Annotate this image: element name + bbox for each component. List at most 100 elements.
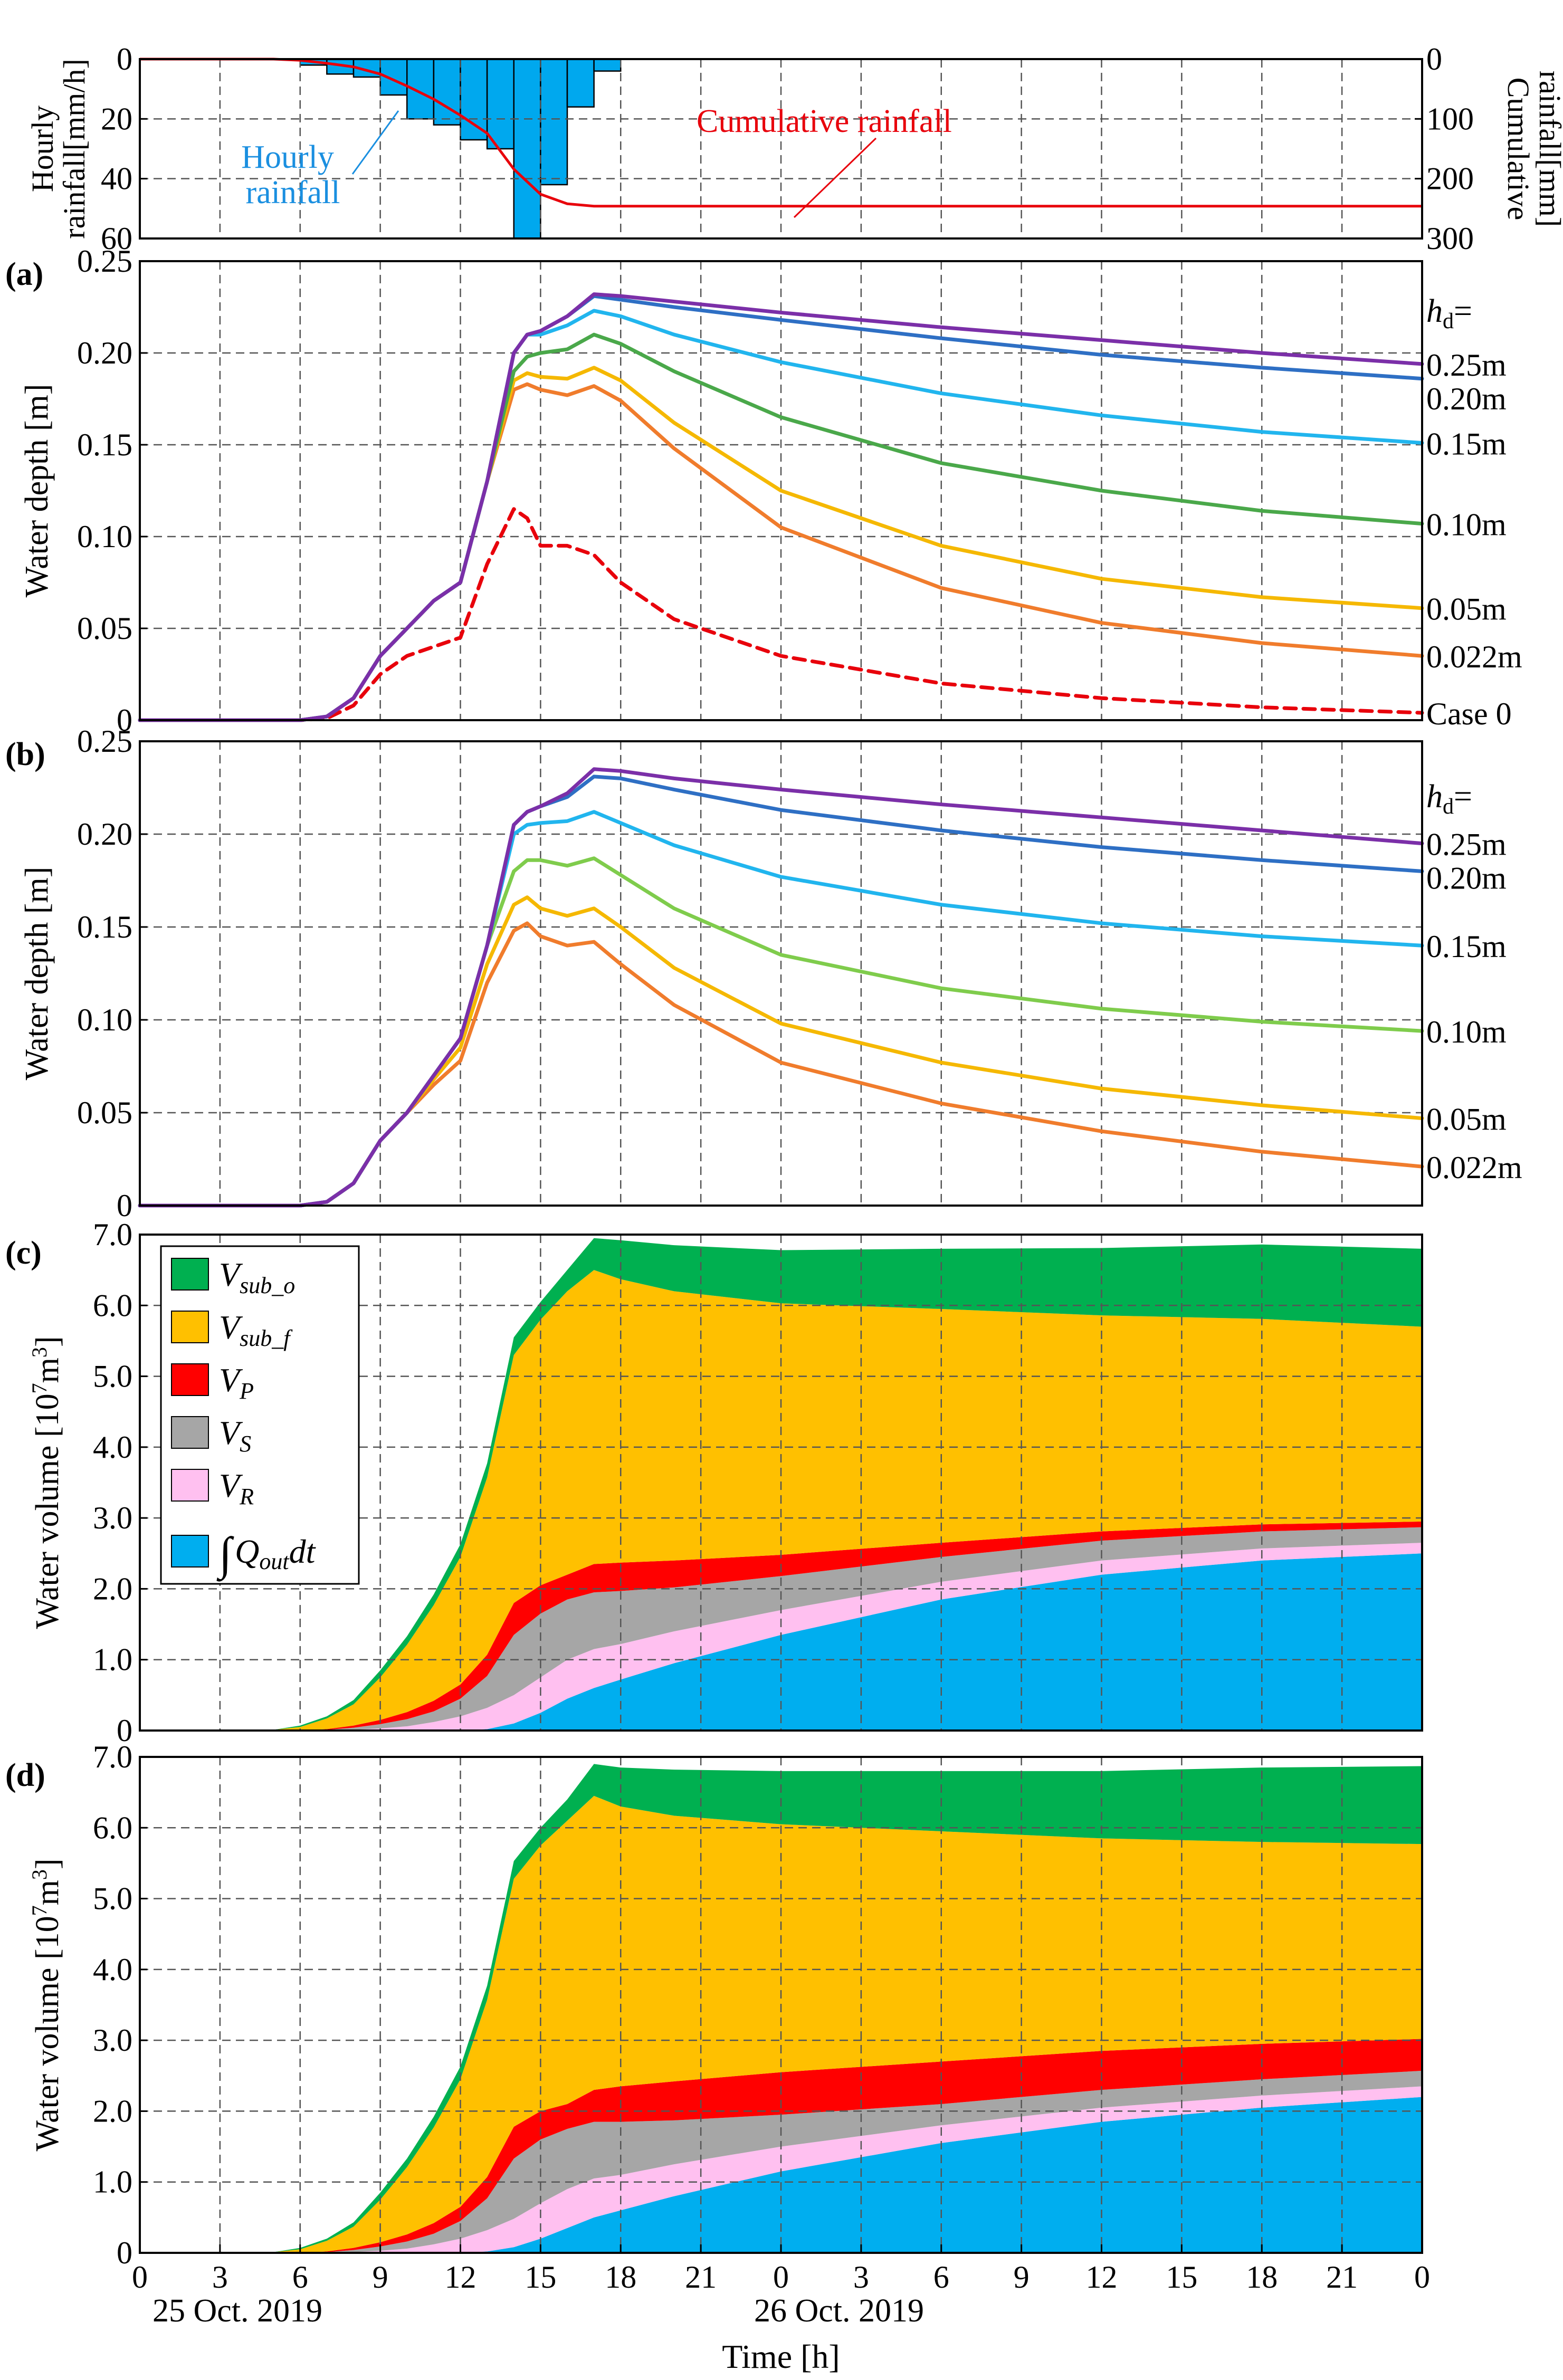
series-label: 0.15m xyxy=(1426,427,1507,462)
panel-b-ylabel: Water depth [m] xyxy=(19,867,55,1081)
water-volume-panel-d: 0 1.0 2.0 3.0 4.0 5.0 6.0 7.0 (d) Water volume … xyxy=(5,1739,1423,2270)
hourly-rainfall-leader xyxy=(351,110,399,175)
panel-a-legend-title: hd= xyxy=(1426,293,1472,333)
hourly-rainfall-bar xyxy=(513,58,541,240)
x-tick-label: 0 xyxy=(132,2260,148,2295)
rainfall-panel: 0 20 40 60 0 100 200 300 Hourly rainfall[mm/h]… xyxy=(25,42,1563,256)
panel-b-legend-title: hd= xyxy=(1426,779,1472,819)
water-volume-panel-c: 0 1.0 2.0 3.0 4.0 5.0 6.0 7.0 (c) Water volume … xyxy=(5,1217,1423,1748)
rainfall-y2label-line2: rainfall[mm] xyxy=(1533,71,1563,227)
series-label: 0.25m xyxy=(1426,827,1507,862)
legend-swatch xyxy=(171,1535,209,1567)
water-depth-panel-b: 0 0.05 0.10 0.15 0.20 0.25 (b) Water depth [m… xyxy=(5,724,1522,1223)
panel-c-label: (c) xyxy=(5,1235,42,1271)
x-tick-label: 3 xyxy=(212,2260,228,2295)
x-tick-label: 0 xyxy=(1414,2260,1430,2295)
legend-swatch xyxy=(171,1416,209,1449)
y-tick-label: 0.10 xyxy=(77,519,132,554)
y-tick-label: 0.15 xyxy=(77,427,132,462)
y-tick-label: 0 xyxy=(117,2235,132,2270)
y2-tick-label: 200 xyxy=(1426,161,1474,196)
hourly-rainfall-bar xyxy=(540,58,568,186)
rainfall-y2label-line1: Cumulative xyxy=(1501,78,1536,221)
series-label: 0.05m xyxy=(1426,592,1507,627)
hourly-rainfall-annotation-line2: rainfall xyxy=(245,175,340,211)
x-tick-label: 9 xyxy=(373,2260,388,2295)
y-tick-label: 3.0 xyxy=(93,2023,132,2058)
y-tick-label: 7.0 xyxy=(93,1739,132,1774)
y-tick-label: 6.0 xyxy=(93,1288,132,1323)
y-tick-label: 0.25 xyxy=(77,724,132,759)
hourly-rainfall-bar xyxy=(486,58,514,150)
cumulative-rainfall-line xyxy=(140,58,1422,208)
series-label: 0.25m xyxy=(1426,348,1507,383)
x-tick-label: 12 xyxy=(1086,2260,1118,2295)
series-label: 0.20m xyxy=(1426,381,1507,416)
series-label: 0.15m xyxy=(1426,929,1507,964)
stacked-area-v-s xyxy=(140,2070,1422,2253)
y-tick-label: 0.10 xyxy=(77,1002,132,1037)
series-label: 0.20m xyxy=(1426,861,1507,896)
panel-a-label: (a) xyxy=(5,256,43,292)
x-tick-label: 21 xyxy=(1326,2260,1358,2295)
stacked-area-v-sub-o xyxy=(140,1238,1422,1731)
series-line-0-25m xyxy=(138,767,1424,1208)
panel-c-legend: Vsub_o Vsub_f VP VS VR ∫Qoutdt xyxy=(160,1245,360,1585)
series-label: 0.022m xyxy=(1426,639,1522,674)
date-label-25-oct: 25 Oct. 2019 xyxy=(153,2293,322,2329)
legend-swatch xyxy=(171,1363,209,1396)
x-tick-label: 0 xyxy=(773,2260,789,2295)
y-tick-label: 0 xyxy=(117,1713,132,1748)
y-tick-label: 2.0 xyxy=(93,2094,132,2128)
series-label: 0.05m xyxy=(1426,1102,1507,1137)
hourly-rainfall-bar xyxy=(593,58,622,72)
hourly-rainfall-bar xyxy=(566,58,595,108)
series-label: 0.10m xyxy=(1426,508,1507,542)
panel-a-ylabel: Water depth [m] xyxy=(19,384,55,598)
y-tick-label: 0.05 xyxy=(77,611,132,646)
y2-tick-label: 100 xyxy=(1426,101,1474,136)
y-tick-label: 60 xyxy=(101,221,132,256)
rainfall-ylabel-line1: Hourly xyxy=(25,106,60,192)
hourly-rainfall-bar xyxy=(460,58,488,141)
series-line-0-25m xyxy=(138,292,1424,722)
x-tick-label: 18 xyxy=(1246,2260,1278,2295)
panel-b-label: (b) xyxy=(5,737,45,772)
y-tick-label: 1.0 xyxy=(93,1642,132,1677)
y2-tick-label: 0 xyxy=(1426,42,1442,77)
y-tick-label: 0 xyxy=(117,42,132,77)
stacked-area-v-p xyxy=(140,2039,1422,2253)
cumulative-rainfall-leader xyxy=(793,137,877,218)
x-tick-label: 21 xyxy=(685,2260,717,2295)
time-axis: 0 3 6 9 12 15 18 21 0 3 6 9 12 15 18 21 0 xyxy=(132,2244,1430,2295)
y-tick-label: 0.25 xyxy=(77,244,132,279)
y-tick-label: 0.20 xyxy=(77,817,132,852)
y-tick-label: 0.20 xyxy=(77,336,132,370)
y-tick-label: 0 xyxy=(117,1188,132,1223)
x-tick-label: 12 xyxy=(445,2260,476,2295)
x-tick-label: 9 xyxy=(1014,2260,1030,2295)
legend-label: Vsub_f xyxy=(219,1308,293,1351)
series-line-case-0 xyxy=(138,507,1424,722)
y-tick-label: 3.0 xyxy=(93,1500,132,1535)
legend-swatch xyxy=(171,1258,209,1291)
x-tick-label: 18 xyxy=(605,2260,636,2295)
legend-label: VR xyxy=(219,1467,254,1509)
x-axis-label: Time [h] xyxy=(722,2338,840,2375)
hourly-rainfall-bar xyxy=(433,58,461,126)
y-tick-label: 40 xyxy=(101,161,132,196)
panel-d-ylabel: Water volume [107m3] xyxy=(27,1859,65,2152)
date-label-26-oct: 26 Oct. 2019 xyxy=(754,2293,924,2329)
y-tick-label: 7.0 xyxy=(93,1217,132,1252)
legend-swatch xyxy=(171,1311,209,1343)
series-label: Case 0 xyxy=(1426,696,1512,731)
series-label: 0.10m xyxy=(1426,1015,1507,1049)
rainfall-ylabel-line2: rainfall[mm/h] xyxy=(57,59,91,238)
legend-label: VS xyxy=(219,1414,251,1457)
y-tick-label: 5.0 xyxy=(93,1881,132,1916)
y-tick-label: 1.0 xyxy=(93,2165,132,2200)
x-tick-label: 6 xyxy=(933,2260,949,2295)
y2-tick-label: 300 xyxy=(1426,221,1474,256)
cumulative-rainfall-annotation: Cumulative rainfall xyxy=(697,103,952,139)
